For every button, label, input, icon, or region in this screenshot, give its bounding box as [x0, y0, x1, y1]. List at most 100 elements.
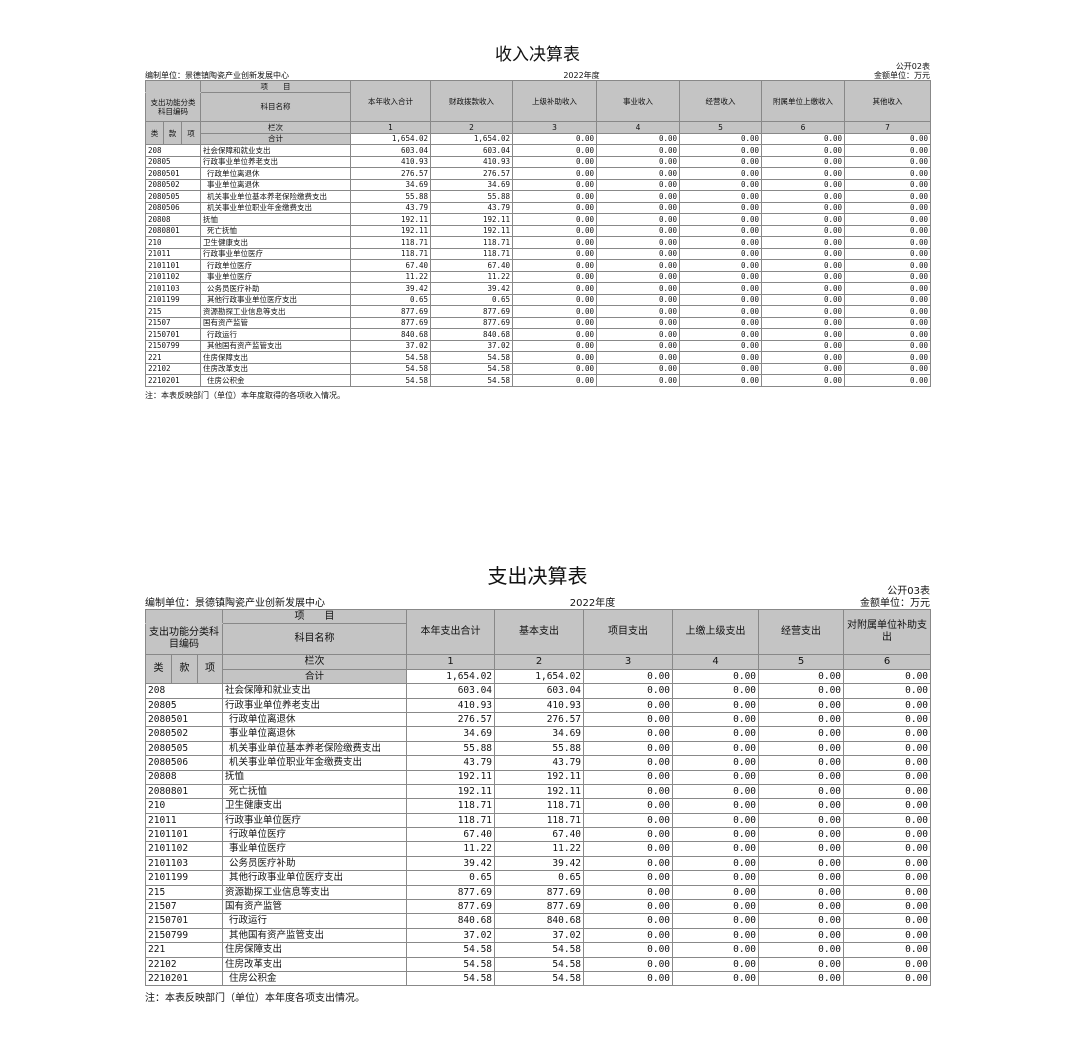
row-value: 0.00: [761, 190, 846, 203]
row-value: 0.00: [844, 374, 932, 387]
row-value: 0.65: [406, 870, 496, 886]
row-value: 0.00: [512, 224, 598, 238]
row-value: 0.00: [844, 247, 932, 261]
total-label: 合计: [222, 668, 408, 685]
row-value: 39.42: [494, 855, 585, 872]
table-row: 208 社会保障和就业支出 603.04 603.04 0.00 0.00 0.00 0.00: [144, 683, 932, 699]
row-value: 0.00: [679, 236, 763, 249]
row-value: 0.00: [758, 683, 845, 699]
row-name: 行政事业单位医疗: [200, 247, 352, 261]
table-no: 公开02表: [895, 62, 930, 71]
row-value: 0.00: [758, 740, 845, 757]
table-row: 215 资源勘探工业信息等支出 877.69 877.69 0.00 0.00 0.00 0.…: [144, 305, 932, 318]
row-value: 0.00: [758, 884, 845, 901]
row-value: 0.00: [583, 755, 674, 771]
row-value: 0.00: [596, 362, 681, 376]
header-code: 支出功能分类科目编码: [144, 623, 224, 656]
row-value: 0.00: [758, 913, 845, 929]
row-value: 603.04: [494, 683, 585, 699]
row-value: 0.00: [843, 740, 932, 757]
row-value: 54.58: [350, 374, 432, 387]
row-name: 卫生健康支出: [200, 236, 352, 249]
row-code: 2080502: [144, 178, 202, 192]
income-note: 注：本表反映部门（单位）本年度取得的各项收入情况。: [145, 390, 345, 400]
row-name: 机关事业单位基本养老保险缴费支出: [200, 190, 352, 203]
row-value: 0.00: [583, 841, 674, 857]
row-code: 20805: [144, 155, 202, 169]
row-value: 0.00: [761, 236, 846, 249]
header-kuan: 款: [171, 654, 198, 685]
row-value: 0.00: [761, 328, 846, 341]
row-value: 54.58: [406, 956, 496, 972]
table-row: 20808 抚恤 192.11 192.11 0.00 0.00 0.00 0.00 0.00: [144, 213, 932, 226]
row-value: 0.00: [672, 697, 760, 713]
row-value: 840.68: [350, 328, 432, 341]
row-value: 0.00: [679, 224, 763, 238]
row-value: 34.69: [494, 726, 585, 742]
table-row: 2080501 行政单位离退休 276.57 276.57 0.00 0.00 0.00 0.…: [144, 167, 932, 180]
row-code: 2150701: [144, 328, 202, 341]
row-value: 0.00: [672, 783, 760, 800]
row-code: 2080501: [144, 167, 202, 180]
row-value: 0.00: [844, 201, 932, 215]
row-value: 877.69: [430, 305, 514, 318]
column-header: 财政拨款收入: [430, 80, 514, 123]
row-value: 0.00: [672, 927, 760, 944]
row-value: 0.00: [679, 178, 763, 192]
row-value: 276.57: [430, 167, 514, 180]
table-row: 20805 行政事业单位养老支出 410.93 410.93 0.00 0.00 0.00 0…: [144, 155, 932, 169]
table-row: 21507 国有资产监管 877.69 877.69 0.00 0.00 0.00 0.00: [144, 899, 932, 915]
row-value: 67.40: [406, 827, 496, 843]
row-value: 0.00: [679, 190, 763, 203]
row-value: 0.00: [761, 282, 846, 295]
row-name: 事业单位医疗: [200, 270, 352, 284]
row-value: 0.00: [596, 224, 681, 238]
row-value: 43.79: [350, 201, 432, 215]
row-value: 0.00: [512, 247, 598, 261]
row-value: 0.00: [679, 339, 763, 353]
total-cell: 0.00: [512, 132, 598, 146]
row-value: 0.00: [672, 884, 760, 901]
table-row: 2101101 行政单位医疗 67.40 67.40 0.00 0.00 0.00 0.00: [144, 827, 932, 843]
row-value: 0.00: [843, 812, 932, 829]
row-value: 0.00: [758, 899, 845, 915]
row-value: 118.71: [494, 812, 585, 829]
row-value: 118.71: [406, 798, 496, 814]
row-name: 资源勘探工业信息等支出: [200, 305, 352, 318]
row-value: 39.42: [430, 282, 514, 295]
row-code: 22102: [144, 956, 224, 972]
row-value: 0.00: [843, 942, 932, 958]
table-row: 2080506 机关事业单位职业年金缴费支出 43.79 43.79 0.00 0.00 0…: [144, 755, 932, 771]
table-row: 2101102 事业单位医疗 11.22 11.22 0.00 0.00 0.00 0.00 0…: [144, 270, 932, 284]
row-value: 0.00: [672, 870, 760, 886]
row-value: 0.00: [672, 755, 760, 771]
row-value: 877.69: [494, 899, 585, 915]
row-code: 20805: [144, 697, 224, 713]
row-value: 0.00: [844, 282, 932, 295]
row-value: 0.00: [672, 726, 760, 742]
row-name: 机关事业单位基本养老保险缴费支出: [222, 740, 408, 757]
row-value: 0.00: [512, 259, 598, 272]
total-cell: 1,654.02: [430, 132, 514, 146]
table-row: 21011 行政事业单位医疗 118.71 118.71 0.00 0.00 0.00 0.0…: [144, 247, 932, 261]
row-value: 0.00: [761, 305, 846, 318]
total-cell: 0.00: [672, 668, 760, 685]
row-value: 0.00: [843, 927, 932, 944]
row-value: 0.00: [512, 236, 598, 249]
row-value: 43.79: [494, 755, 585, 771]
row-value: 0.00: [843, 841, 932, 857]
table-row: 2101102 事业单位医疗 11.22 11.22 0.00 0.00 0.00 0.00: [144, 841, 932, 857]
row-value: 0.00: [758, 855, 845, 872]
row-code: 2150799: [144, 927, 224, 944]
table-row: 2150799 其他国有资产监管支出 37.02 37.02 0.00 0.00 0.00 0…: [144, 339, 932, 353]
row-value: 37.02: [430, 339, 514, 353]
row-value: 0.00: [844, 167, 932, 180]
row-value: 276.57: [406, 711, 496, 728]
row-value: 192.11: [494, 769, 585, 785]
row-value: 118.71: [350, 236, 432, 249]
row-value: 39.42: [350, 282, 432, 295]
row-value: 0.00: [583, 855, 674, 872]
row-value: 34.69: [406, 726, 496, 742]
column-number: 7: [844, 121, 932, 134]
row-value: 0.00: [843, 870, 932, 886]
